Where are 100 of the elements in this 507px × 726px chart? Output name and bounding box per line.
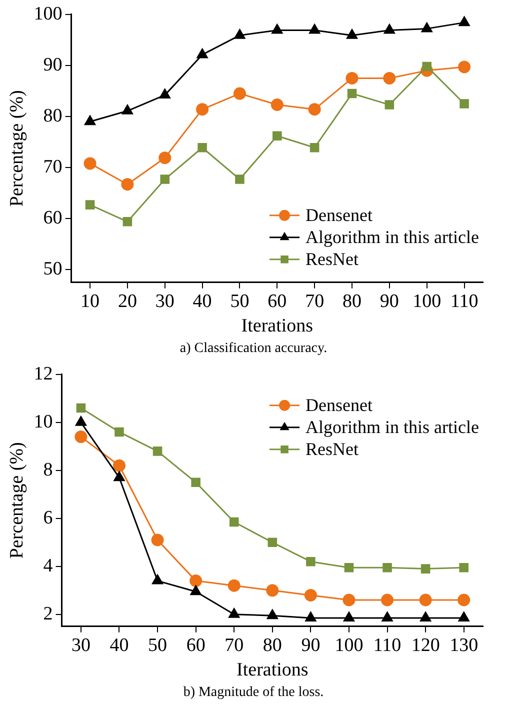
point: [384, 100, 394, 110]
point: [122, 217, 132, 226]
x-tick-label: 60: [186, 634, 206, 656]
x-tick-label: 40: [110, 634, 129, 656]
x-axis-title: Iterations: [236, 660, 308, 681]
y-tick-label: 60: [43, 208, 62, 229]
point: [196, 48, 208, 58]
x-tick-label: 120: [411, 634, 440, 656]
x-tick-label: 90: [380, 290, 399, 312]
x-tick-label: 70: [224, 634, 244, 656]
point: [382, 562, 392, 572]
legend-label: ResNet: [306, 439, 359, 460]
point: [346, 29, 358, 39]
point: [159, 88, 170, 99]
point: [384, 24, 395, 34]
point: [229, 517, 239, 527]
x-tick-label: 90: [301, 634, 320, 656]
point: [420, 612, 432, 622]
point: [268, 538, 278, 548]
point: [347, 88, 357, 98]
point: [74, 430, 88, 444]
point: [114, 427, 124, 437]
point: [459, 562, 468, 572]
y-tick-label: 100: [34, 3, 62, 24]
point: [306, 556, 316, 566]
y-axis-title: Percentage (%): [6, 90, 28, 207]
point: [270, 98, 284, 112]
x-tick-label: 70: [305, 290, 324, 312]
point: [308, 103, 321, 116]
y-tick-label: 90: [43, 54, 62, 76]
y-tick-label: 8: [43, 459, 53, 480]
point: [266, 609, 278, 620]
text: b) Magnitude of the loss.: [182, 684, 325, 702]
x-tick-label: 60: [268, 290, 287, 312]
point: [458, 16, 470, 26]
x-tick-label: 10: [80, 290, 100, 312]
point: [458, 60, 471, 74]
point: [151, 534, 164, 546]
legend-label: Densenet: [306, 395, 373, 416]
text: a) Classification accuracy.: [178, 340, 328, 358]
point: [304, 588, 317, 602]
point: [381, 594, 394, 606]
point: [235, 174, 244, 184]
point: [190, 574, 202, 588]
legend-label: ResNet: [306, 249, 359, 270]
point: [121, 178, 134, 191]
y-tick-label: 4: [43, 555, 54, 576]
point: [84, 157, 96, 170]
x-tick-label: 50: [148, 634, 168, 656]
point: [305, 612, 316, 622]
y-tick-label: 12: [34, 363, 53, 384]
point: [122, 104, 133, 114]
x-tick-label: 130: [450, 634, 478, 656]
point: [458, 612, 470, 622]
point: [460, 99, 469, 108]
point: [233, 87, 246, 100]
point: [190, 585, 202, 596]
point: [383, 72, 396, 84]
point: [266, 584, 279, 597]
y-tick-label: 6: [43, 507, 53, 528]
legend-label: Algorithm in this article: [306, 227, 480, 248]
point: [310, 142, 320, 152]
point: [344, 562, 354, 572]
y-tick-label: 50: [43, 258, 62, 280]
point: [114, 471, 125, 482]
point: [196, 103, 209, 116]
point: [382, 612, 393, 622]
point: [85, 200, 95, 210]
x-tick-label: 50: [230, 290, 250, 312]
point: [160, 174, 170, 184]
point: [234, 29, 246, 39]
x-tick-label: 80: [262, 634, 282, 656]
point: [272, 131, 282, 141]
point: [419, 594, 432, 606]
y-tick-label: 2: [43, 603, 53, 624]
x-tick-label: 20: [118, 290, 137, 312]
point: [228, 608, 240, 618]
point: [228, 579, 240, 592]
point: [158, 152, 172, 164]
point: [84, 115, 96, 126]
x-tick-label: 110: [450, 290, 478, 312]
legend-label: Algorithm in this article: [306, 417, 480, 438]
point: [343, 612, 354, 622]
x-tick-label: 40: [192, 290, 212, 312]
point: [152, 446, 162, 456]
y-tick-label: 70: [43, 156, 62, 178]
y-tick-label: 80: [43, 105, 62, 126]
x-tick-label: 100: [334, 634, 364, 656]
x-tick-label: 110: [373, 634, 402, 656]
point: [272, 24, 283, 34]
point: [191, 478, 200, 488]
point: [342, 594, 356, 606]
point: [309, 24, 320, 34]
point: [420, 564, 430, 574]
point: [152, 574, 164, 584]
x-tick-label: 30: [71, 634, 90, 656]
point: [422, 62, 432, 72]
y-tick-label: 10: [34, 411, 53, 432]
point: [198, 142, 207, 152]
x-tick-label: 80: [342, 290, 362, 312]
